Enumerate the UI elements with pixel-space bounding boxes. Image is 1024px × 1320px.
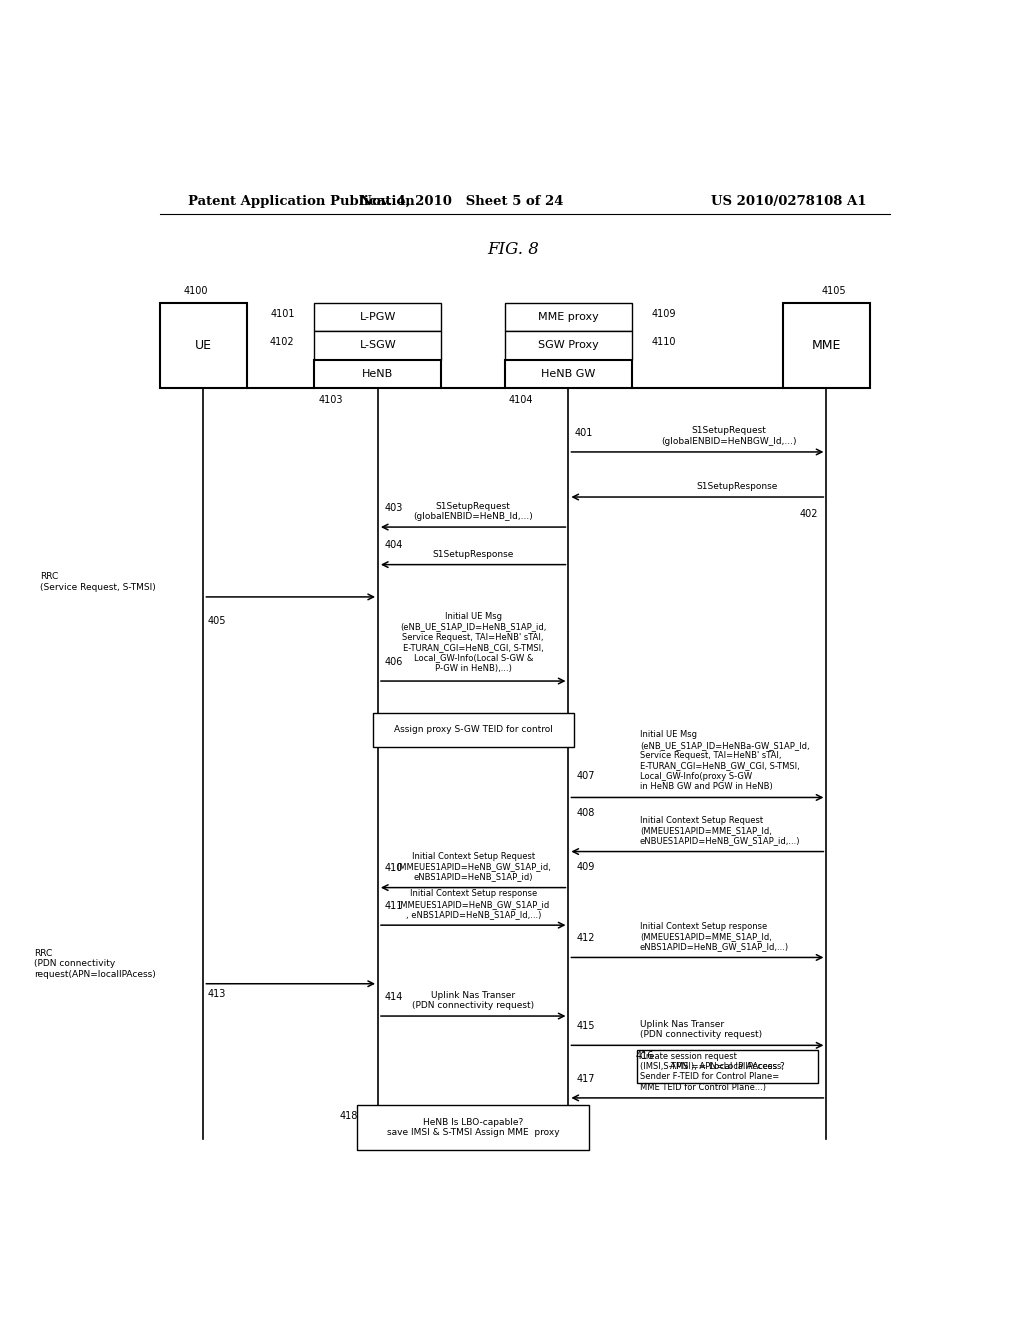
Text: S1SetupRequest
(globalENBID=HeNB_Id,...): S1SetupRequest (globalENBID=HeNB_Id,...) <box>414 502 534 521</box>
Text: 4105: 4105 <box>822 285 847 296</box>
Text: Uplink Nas Transer
(PDN connectivity request): Uplink Nas Transer (PDN connectivity req… <box>640 1020 762 1039</box>
Text: Initial UE Msg
(eNB_UE_S1AP_ID=HeNB_S1AP_id,
Service Request, TAI=HeNB' sTAI,
E-: Initial UE Msg (eNB_UE_S1AP_ID=HeNB_S1AP… <box>400 612 547 673</box>
Text: 403: 403 <box>384 503 402 513</box>
Text: 4103: 4103 <box>318 395 343 405</box>
FancyBboxPatch shape <box>637 1049 817 1084</box>
Text: HeNB Is LBO-capable?
save IMSI & S-TMSI Assign MME  proxy: HeNB Is LBO-capable? save IMSI & S-TMSI … <box>387 1118 559 1137</box>
FancyBboxPatch shape <box>314 302 441 331</box>
Text: 408: 408 <box>577 808 595 817</box>
Text: 416: 416 <box>636 1051 654 1061</box>
Text: Uplink Nas Transer
(PDN connectivity request): Uplink Nas Transer (PDN connectivity req… <box>412 990 535 1010</box>
Text: 4101: 4101 <box>270 309 295 319</box>
Text: L-PGW: L-PGW <box>359 312 396 322</box>
Text: L-SGW: L-SGW <box>359 341 396 350</box>
FancyBboxPatch shape <box>314 359 441 388</box>
Text: HeNB: HeNB <box>362 368 393 379</box>
FancyBboxPatch shape <box>505 331 632 359</box>
Text: 407: 407 <box>577 771 595 781</box>
Text: S1SetupRequest
(globalENBID=HeNBGW_Id,...): S1SetupRequest (globalENBID=HeNBGW_Id,..… <box>662 426 797 446</box>
Text: 411: 411 <box>384 902 402 911</box>
Text: 402: 402 <box>800 510 818 519</box>
Text: Create session request
(IMSI,S-TMSI), APN=LocalIPAccess,
Sender F-TEID for Contr: Create session request (IMSI,S-TMSI), AP… <box>640 1052 784 1092</box>
Text: 4100: 4100 <box>183 285 208 296</box>
FancyBboxPatch shape <box>373 713 573 747</box>
Text: APN == Local IP Access ?: APN == Local IP Access ? <box>670 1061 784 1071</box>
FancyBboxPatch shape <box>782 302 870 388</box>
Text: 412: 412 <box>577 933 595 944</box>
Text: RRC
(PDN connectivity
request(APN=localIPAcess): RRC (PDN connectivity request(APN=localI… <box>34 949 156 978</box>
FancyBboxPatch shape <box>505 359 632 388</box>
Text: Initial Context Setup response
(MMEUES1APID=HeNB_GW_S1AP_id
, eNBS1APID=HeNB_S1A: Initial Context Setup response (MMEUES1A… <box>397 890 549 919</box>
Text: Initial Context Setup response
(MMEUES1APID=MME_S1AP_Id,
eNBS1APID=HeNB_GW_S1AP_: Initial Context Setup response (MMEUES1A… <box>640 921 790 952</box>
FancyBboxPatch shape <box>314 331 441 359</box>
Text: Initial Context Setup Request
(MMEUES1APID=MME_S1AP_Id,
eNBUES1APID=HeNB_GW_S1AP: Initial Context Setup Request (MMEUES1AP… <box>640 816 801 845</box>
Text: S1SetupResponse: S1SetupResponse <box>432 549 514 558</box>
Text: 415: 415 <box>577 1022 595 1031</box>
Text: 404: 404 <box>384 540 402 550</box>
Text: 4110: 4110 <box>652 338 676 347</box>
Text: 409: 409 <box>577 862 595 871</box>
FancyBboxPatch shape <box>160 302 247 388</box>
Text: 413: 413 <box>207 989 225 998</box>
Text: US 2010/0278108 A1: US 2010/0278108 A1 <box>711 194 866 207</box>
Text: 4104: 4104 <box>509 395 534 405</box>
Text: UE: UE <box>195 339 212 352</box>
Text: 405: 405 <box>207 616 226 626</box>
Text: Initial Context Setup Request
(MMEUES1APID=HeNB_GW_S1AP_id,
eNBS1APID=HeNB_S1AP_: Initial Context Setup Request (MMEUES1AP… <box>396 851 551 882</box>
Text: 410: 410 <box>384 863 402 874</box>
Text: RRC
(Service Request, S-TMSI): RRC (Service Request, S-TMSI) <box>40 573 156 591</box>
Text: MME: MME <box>812 339 841 352</box>
Text: Initial UE Msg
(eNB_UE_S1AP_ID=HeNBa-GW_S1AP_Id,
Service Request, TAI=HeNB' sTAI: Initial UE Msg (eNB_UE_S1AP_ID=HeNBa-GW_… <box>640 730 810 792</box>
Text: Assign proxy S-GW TEID for control: Assign proxy S-GW TEID for control <box>394 726 553 734</box>
Text: FIG. 8: FIG. 8 <box>487 242 539 259</box>
Text: MME proxy: MME proxy <box>538 312 599 322</box>
Text: 401: 401 <box>574 428 593 438</box>
Text: Nov. 4, 2010   Sheet 5 of 24: Nov. 4, 2010 Sheet 5 of 24 <box>359 194 563 207</box>
Text: 414: 414 <box>384 991 402 1002</box>
Text: HeNB GW: HeNB GW <box>542 368 596 379</box>
FancyBboxPatch shape <box>357 1105 590 1150</box>
Text: 406: 406 <box>384 657 402 667</box>
Text: Patent Application Publication: Patent Application Publication <box>187 194 415 207</box>
Text: 4109: 4109 <box>652 309 676 319</box>
Text: 418: 418 <box>340 1111 358 1121</box>
Text: S1SetupResponse: S1SetupResponse <box>696 482 778 491</box>
Text: SGW Proxy: SGW Proxy <box>538 341 599 350</box>
Text: 4102: 4102 <box>270 338 295 347</box>
FancyBboxPatch shape <box>505 302 632 331</box>
Text: 417: 417 <box>577 1073 595 1084</box>
